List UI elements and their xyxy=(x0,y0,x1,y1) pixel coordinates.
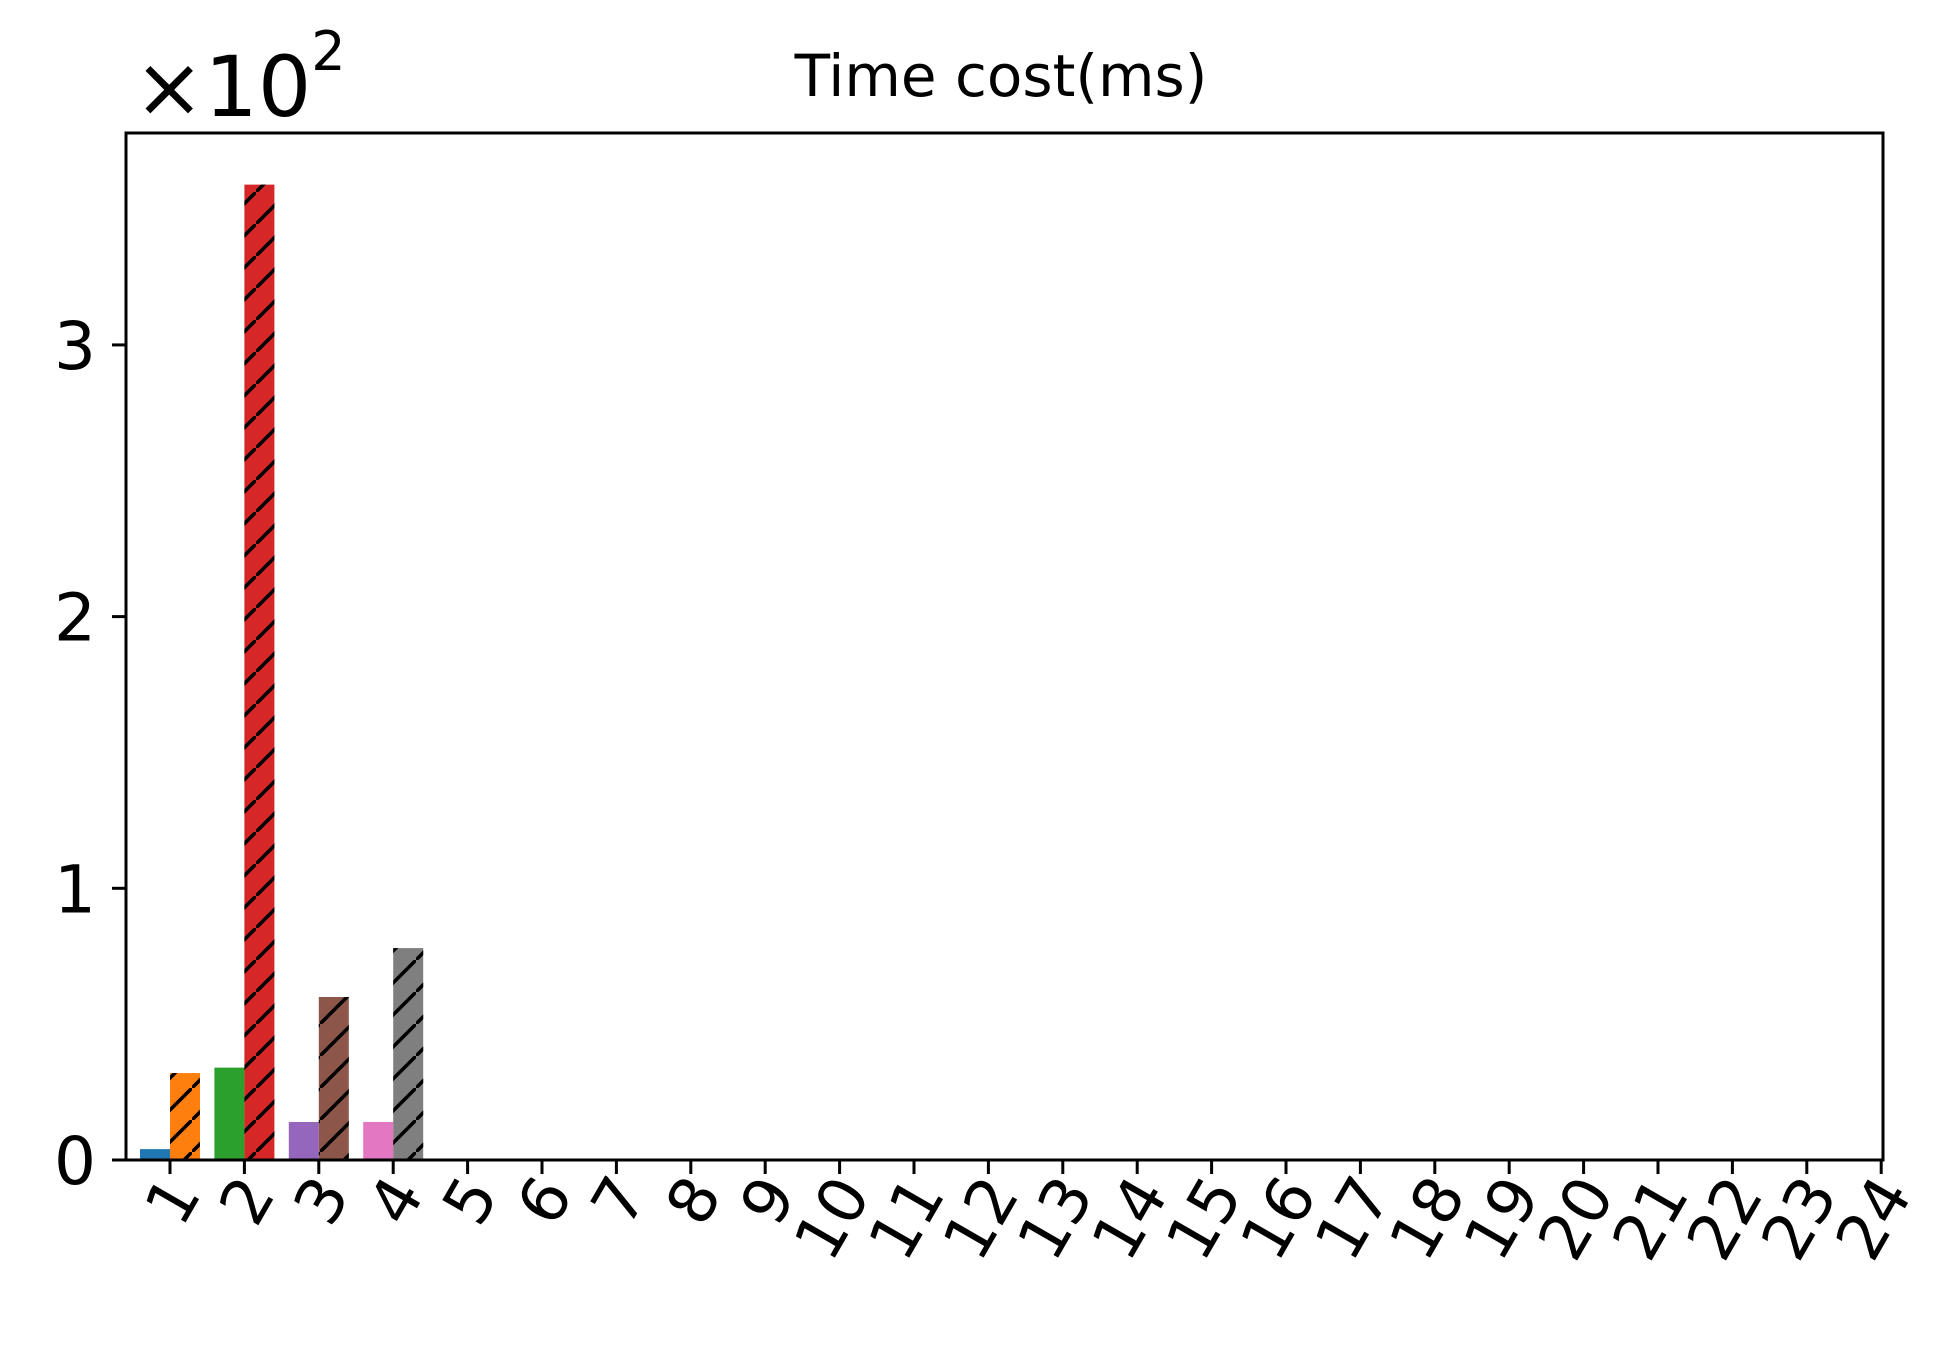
y-scale-multiplier: ×102 xyxy=(134,20,346,136)
y-tick-label-3: 3 xyxy=(54,308,96,385)
bar-3-series-5 xyxy=(288,1121,319,1160)
bars-group xyxy=(140,184,424,1160)
bar-2-series-3 xyxy=(214,1067,245,1160)
y-tick-label-0: 0 xyxy=(54,1123,96,1200)
bar-hatch-2-series-4 xyxy=(244,184,275,1160)
x-tick-label-24: 24 xyxy=(1822,1165,1927,1273)
x-tick-label-6: 6 xyxy=(503,1165,587,1237)
x-tick-label-8: 8 xyxy=(652,1165,736,1237)
y-scale-exponent: 2 xyxy=(311,20,345,83)
x-tick-label-7: 7 xyxy=(578,1165,662,1237)
y-tick-label-2: 2 xyxy=(54,580,96,657)
plot-area-frame xyxy=(124,131,1885,1162)
x-tick-label-4: 4 xyxy=(355,1165,439,1237)
y-tick-label-1: 1 xyxy=(54,851,96,928)
bar-hatch-4-series-8 xyxy=(393,948,424,1160)
x-tick-label-3: 3 xyxy=(280,1165,364,1237)
bar-hatch-1-series-2 xyxy=(170,1073,200,1160)
y-axis-ticks: 0 1 2 3 xyxy=(54,308,126,1200)
bar-hatch-3-series-6 xyxy=(318,996,349,1160)
y-scale-prefix: ×10 xyxy=(134,38,311,136)
bar-4-series-7 xyxy=(363,1121,394,1160)
x-tick-label-5: 5 xyxy=(429,1165,513,1237)
bar-1-series-1 xyxy=(140,1149,170,1160)
chart-title: Time cost(ms) xyxy=(794,42,1208,110)
x-tick-label-2: 2 xyxy=(206,1165,290,1237)
x-tick-label-1: 1 xyxy=(131,1165,215,1237)
